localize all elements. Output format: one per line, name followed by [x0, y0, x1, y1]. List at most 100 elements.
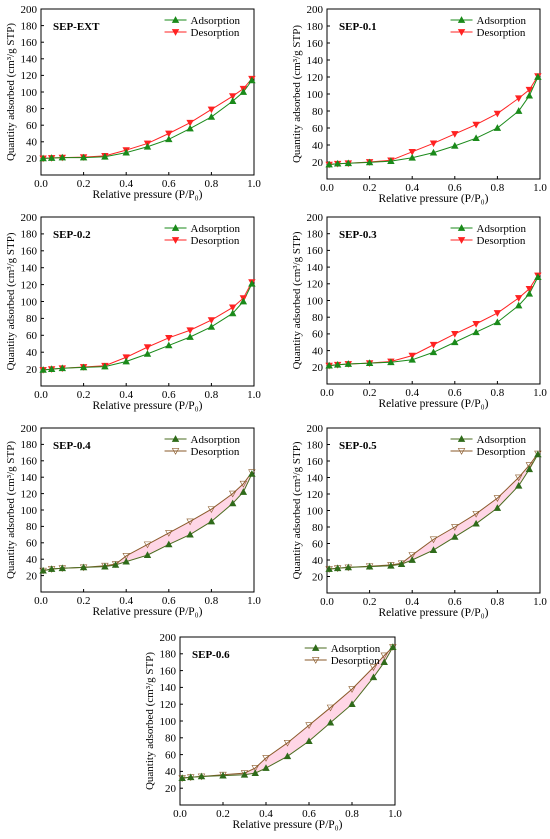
x-axis-label: Relative pressure (P/P₀)	[92, 189, 202, 201]
legend-desorption-marker	[311, 657, 320, 664]
panel-title: SEP-EXT	[53, 21, 100, 33]
adsorption-point	[408, 556, 416, 563]
y-tick-label: 20	[165, 783, 177, 795]
adsorption-point	[514, 481, 523, 489]
y-tick-label: 160	[307, 38, 324, 50]
y-tick-label: 40	[26, 554, 38, 566]
adsorption-point	[451, 533, 459, 540]
desorption-point	[408, 552, 416, 559]
y-tick-label: 100	[160, 716, 177, 728]
desorption-point	[408, 148, 416, 156]
adsorption-point	[333, 564, 342, 572]
adsorption-point	[387, 157, 395, 165]
adsorption-point	[365, 359, 374, 366]
x-tick-label: 0.0	[173, 808, 187, 820]
desorption-point	[283, 739, 292, 747]
y-tick-label: 40	[26, 347, 38, 359]
desorption-point	[240, 770, 249, 777]
hysteresis-fill	[182, 647, 393, 779]
y-tick-label: 200	[307, 4, 324, 16]
panel-title: SEP-0.5	[339, 440, 377, 452]
y-tick-label: 80	[165, 733, 177, 745]
legend-desorption-marker	[457, 448, 466, 455]
legend-desorption-marker	[171, 237, 180, 244]
adsorption-point	[79, 563, 88, 571]
adsorption-point	[219, 771, 227, 779]
adsorption-point	[239, 297, 248, 305]
adsorption-point	[369, 673, 378, 681]
y-tick-label: 100	[21, 505, 38, 517]
adsorption-point	[451, 142, 459, 149]
adsorption-point	[143, 142, 152, 150]
y-tick-label: 200	[307, 212, 324, 224]
adsorption-point	[429, 348, 438, 356]
desorption-point	[451, 524, 459, 531]
adsorption-point	[186, 124, 194, 132]
y-tick-label: 40	[312, 555, 324, 567]
chart-panel: 20 40 60 80 100 120 140 160 180 200 0.0 0.2 0.4 0.6 0.…	[5, 423, 261, 618]
adsorption-point	[451, 338, 459, 346]
desorption-point	[262, 755, 270, 762]
x-tick-label: 0.4	[119, 178, 133, 190]
desorption-point	[165, 130, 173, 138]
x-axis-label: Relative pressure (P/P₀)	[378, 193, 488, 205]
adsorption-point	[325, 160, 333, 168]
desorption-point	[251, 765, 259, 772]
y-tick-label: 140	[160, 682, 177, 694]
desorption-point	[514, 295, 523, 302]
adsorption-point	[165, 341, 173, 349]
legend-desorption-label: Desorption	[477, 446, 526, 458]
y-tick-label: 120	[160, 699, 177, 711]
y-tick-label: 140	[307, 262, 324, 274]
panel-title: SEP-0.6	[192, 649, 230, 661]
adsorption-point	[429, 546, 438, 553]
y-axis-label: Quantity adsorbed (cm³/g STP)	[5, 232, 17, 370]
x-tick-label: 0.6	[162, 389, 176, 401]
legend-adsorption-marker	[311, 644, 320, 651]
desorption-point	[380, 652, 388, 660]
adsorption-point	[514, 301, 523, 309]
y-tick-label: 160	[160, 665, 177, 677]
x-tick-label: 0.4	[405, 596, 419, 608]
y-tick-label: 20	[26, 153, 38, 165]
x-tick-label: 0.0	[320, 182, 334, 194]
y-tick-label: 120	[21, 279, 38, 291]
y-axis-label: Quantity adsorbed (cm³/g STP)	[291, 25, 303, 163]
legend-desorption-label: Desorption	[191, 446, 240, 458]
adsorption-point	[239, 488, 248, 495]
adsorption-point	[47, 565, 56, 572]
adsorption-point	[326, 718, 335, 726]
y-tick-label: 40	[312, 345, 324, 357]
adsorption-point	[525, 465, 534, 473]
adsorption-point	[79, 153, 88, 161]
legend-adsorption-label: Adsorption	[477, 434, 527, 446]
y-tick-label: 80	[26, 313, 38, 325]
adsorption-point	[333, 159, 342, 167]
y-tick-label: 120	[21, 70, 38, 82]
y-tick-label: 200	[160, 632, 177, 644]
y-tick-label: 180	[307, 439, 324, 451]
y-tick-label: 180	[21, 439, 38, 451]
legend-desorption-label: Desorption	[477, 235, 526, 247]
desorption-point	[239, 480, 248, 488]
y-tick-label: 20	[312, 571, 324, 583]
x-tick-label: 0.2	[77, 178, 91, 190]
desorption-point	[472, 510, 480, 518]
y-tick-label: 80	[26, 521, 38, 533]
y-tick-label: 60	[312, 538, 324, 550]
adsorption-point	[228, 499, 237, 507]
adsorption-point	[186, 530, 194, 538]
legend-desorption-marker	[171, 448, 180, 455]
y-tick-label: 120	[307, 279, 324, 291]
x-tick-label: 0.6	[448, 387, 462, 399]
adsorption-point	[472, 328, 480, 336]
desorption-point	[369, 664, 378, 672]
adsorption-line	[43, 473, 253, 572]
x-tick-label: 0.0	[34, 595, 48, 607]
y-tick-label: 160	[307, 245, 324, 257]
desorption-point	[493, 495, 502, 502]
legend-adsorption-label: Adsorption	[477, 15, 527, 27]
chart-panel: 20 40 60 80 100 120 140 160 180 200 0.0 0.2 0.4 0.6 0.…	[291, 4, 547, 205]
